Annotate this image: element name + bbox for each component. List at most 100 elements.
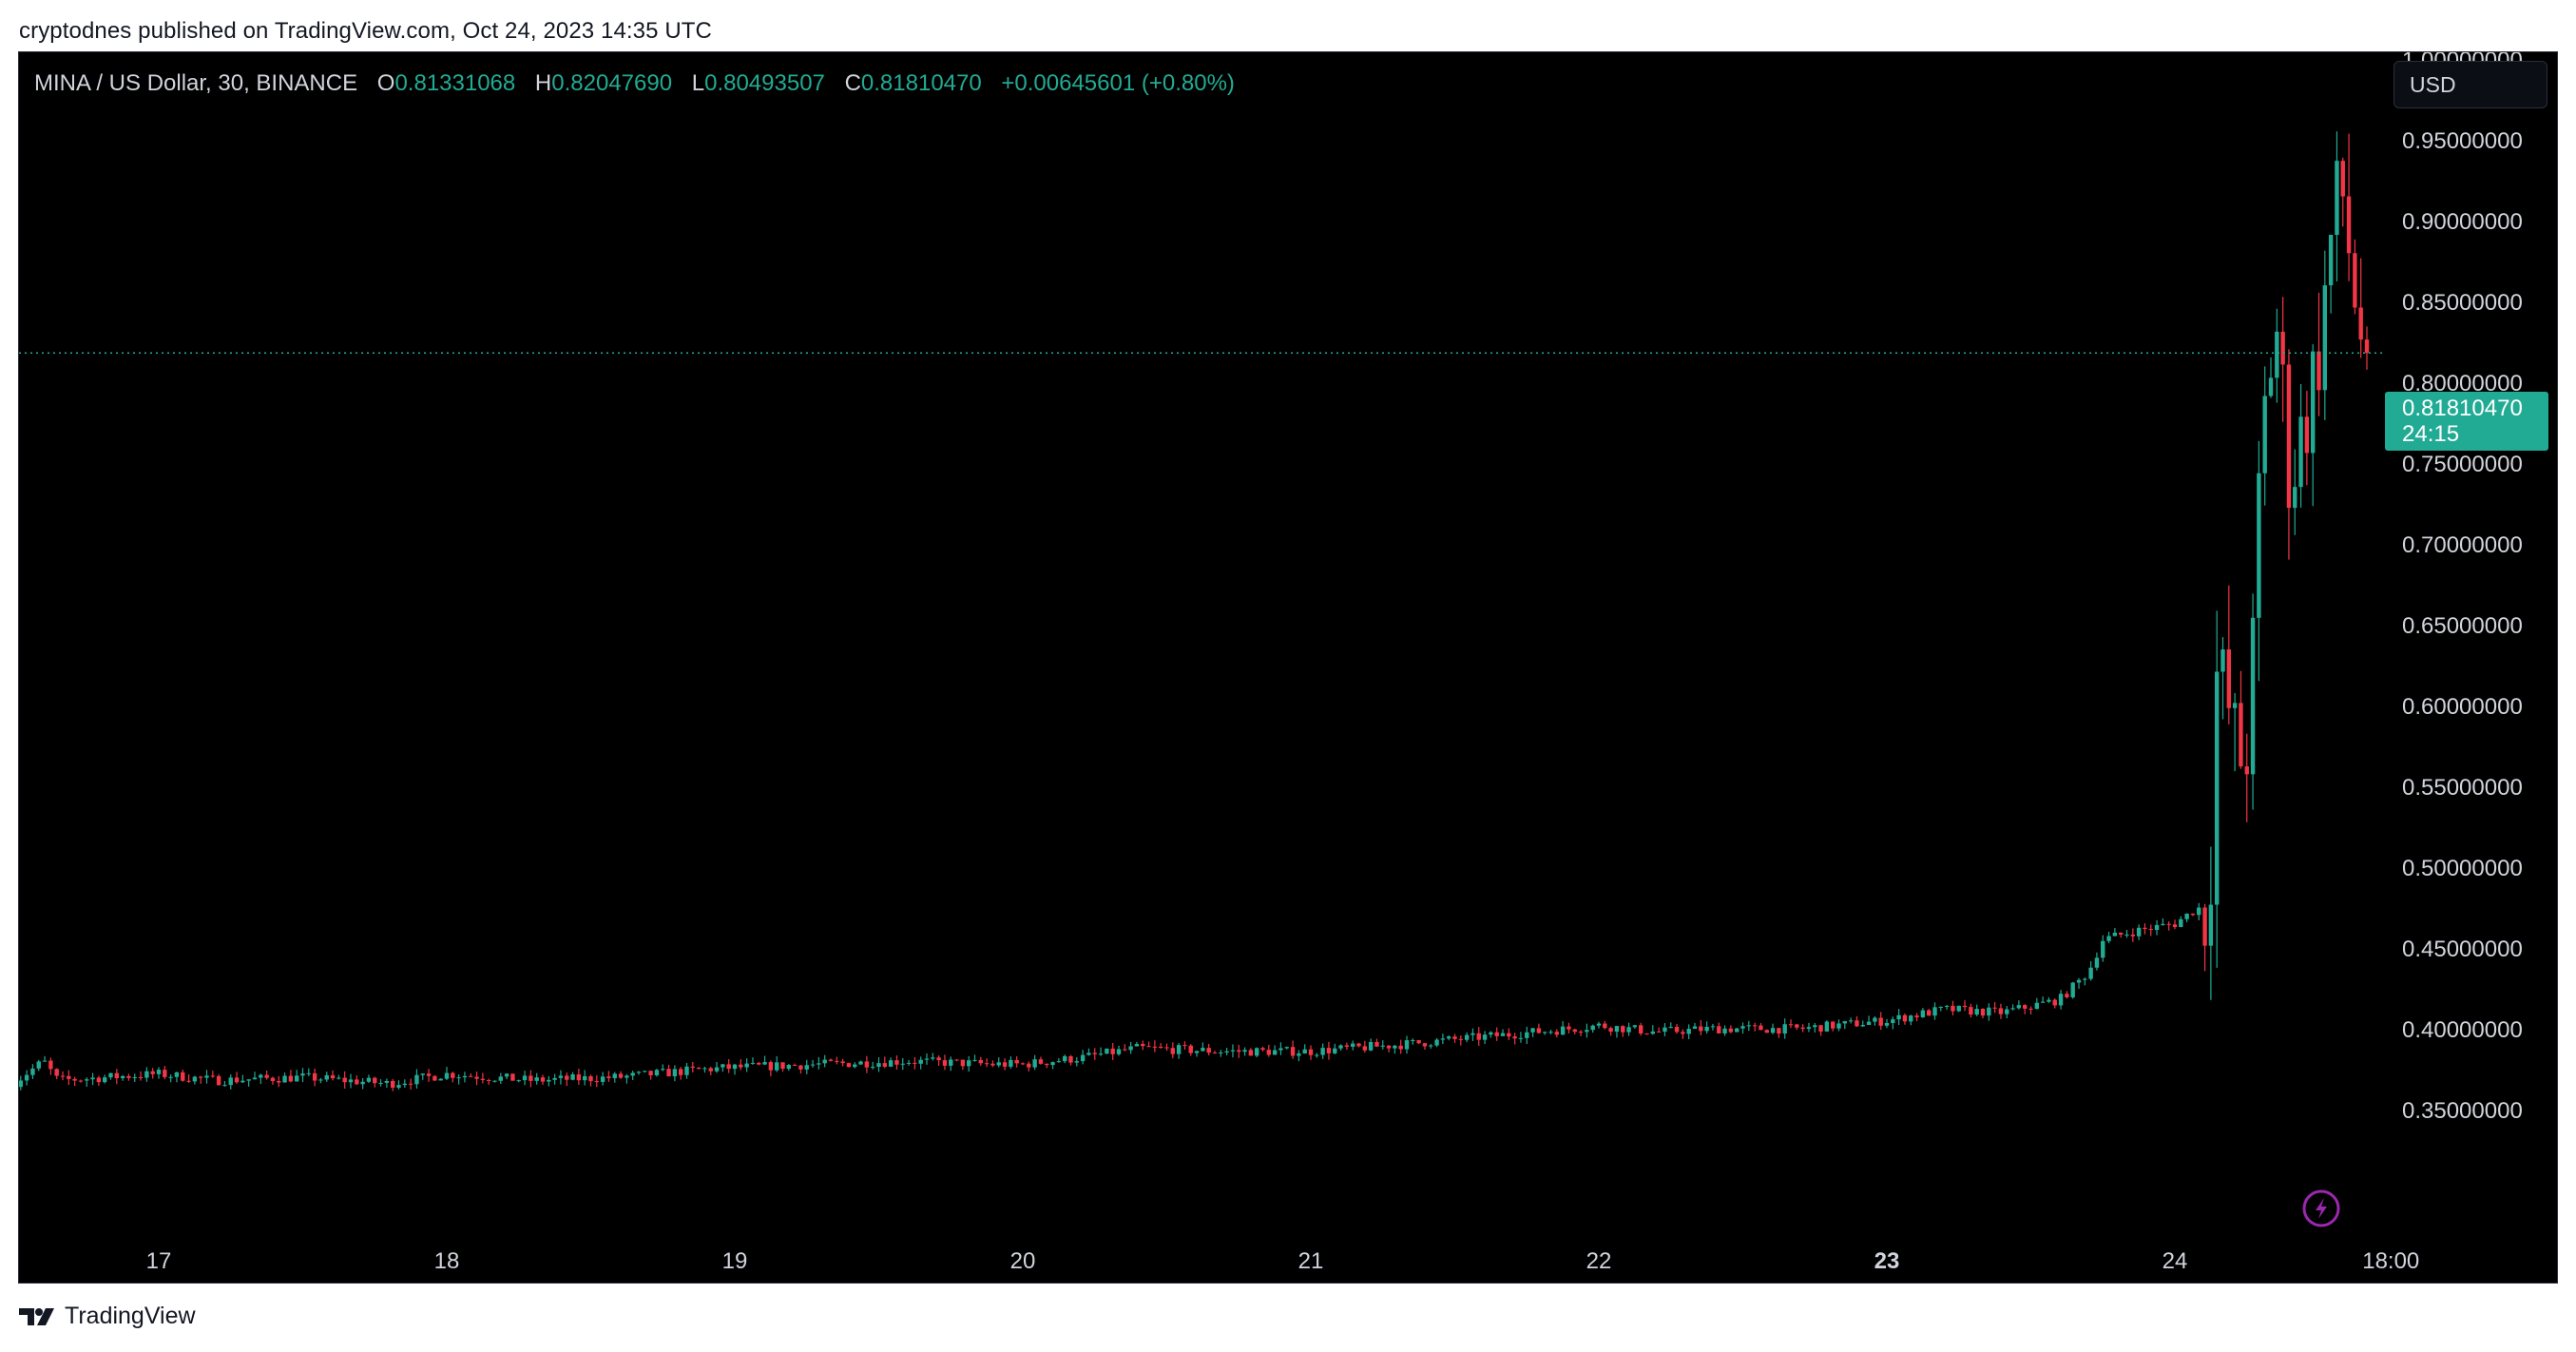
candle-body [510,1073,515,1081]
candle-body [72,1078,77,1081]
candle-body [870,1067,875,1069]
candle-body [1746,1025,1752,1027]
candle-body [2214,671,2220,905]
candle-body [444,1072,450,1079]
candle-body [643,1071,647,1072]
candle-body [2058,994,2064,1006]
candle-body [1009,1059,1013,1067]
candle-body [1020,1063,1026,1065]
candle-body [2088,967,2093,979]
candle-body [384,1080,390,1083]
candle-body [1830,1021,1836,1029]
candle-body [906,1062,912,1064]
candle-body [277,1081,281,1083]
currency-button[interactable]: USD [2393,61,2547,108]
lightning-icon[interactable] [2302,1189,2340,1227]
candle-body [2065,994,2069,997]
candle-body [474,1076,479,1079]
candle-body [1141,1044,1145,1047]
candle-body [2226,649,2232,708]
candle-body [2094,957,2100,968]
candle-body [1699,1026,1703,1032]
candle-body [1290,1047,1296,1056]
candle-body [1926,1010,1932,1016]
candle-body [1471,1033,1475,1035]
candle-body [204,1075,209,1078]
tradingview-logo[interactable]: TradingView [19,1303,196,1330]
candle-body [2166,923,2171,925]
candle-body [132,1076,137,1078]
candle-body [1254,1048,1259,1056]
candle-body [1512,1036,1517,1039]
candle-body [2220,649,2225,672]
candle-body [2106,936,2111,941]
candle-body [570,1073,575,1080]
candle-body [1717,1026,1721,1033]
candle-body [2028,1008,2033,1010]
candle-body [85,1079,89,1081]
candle-body [1842,1021,1848,1024]
candle-body [684,1066,689,1075]
candle-body [144,1071,149,1078]
candle-body [198,1076,203,1078]
candle-body [757,1062,761,1065]
candle-body [469,1075,473,1077]
publisher-note: cryptodnes published on TradingView.com,… [19,18,712,44]
candle-body [355,1079,359,1085]
candle-body [721,1064,725,1068]
candle-body [19,1080,24,1088]
candle-body [1440,1038,1446,1040]
candle-body [1866,1021,1872,1025]
candle-body [1542,1032,1548,1033]
candle-body [618,1073,624,1078]
candle-body [2232,703,2238,708]
candle-body [750,1062,756,1064]
candle-body [630,1072,635,1076]
candle-body [1987,1007,1991,1016]
x-tick-label: 18:00 [2362,1248,2419,1274]
candle-body [1674,1027,1680,1033]
candle-body [1740,1026,1745,1029]
candle-body [252,1077,258,1080]
y-tick-label: 0.50000000 [2402,856,2523,881]
candle-body [1027,1063,1031,1068]
symbol-title[interactable]: MINA / US Dollar, 30, BINANCE [34,70,358,96]
candle-body [894,1060,899,1065]
candle-body [786,1065,792,1069]
y-tick-label: 0.55000000 [2402,775,2523,801]
candle-body [792,1065,798,1067]
candle-body [282,1075,287,1083]
candle-body [606,1076,611,1079]
candle-body [216,1075,221,1086]
candle-body [846,1063,852,1068]
candle-body [348,1079,354,1083]
candle-body [1770,1028,1776,1033]
candle-body [1938,1006,1944,1008]
candle-body [1603,1023,1607,1029]
candle-body [486,1079,491,1081]
candle-body [2070,982,2075,997]
candle-body [30,1068,35,1075]
candle-body [835,1060,839,1062]
candle-body [408,1083,413,1085]
candle-body [864,1061,870,1068]
candle-body [2190,913,2196,916]
candle-body [1368,1042,1374,1051]
candle-body [433,1075,437,1081]
low-label: L [691,70,705,96]
candle-body [1476,1033,1481,1040]
candle-body [882,1063,888,1067]
candle-body [1123,1049,1127,1051]
candle-body [1956,1005,1961,1012]
x-tick-label: 24 [2163,1248,2188,1274]
candle-body [1752,1025,1758,1027]
candle-body [822,1059,827,1064]
candle-body [2112,932,2118,937]
chart-pane[interactable] [18,51,2558,1284]
candle-body [24,1074,29,1081]
candle-body [396,1085,401,1088]
candle-body [1722,1028,1727,1033]
candle-body [2268,377,2274,396]
candle-body [1393,1045,1397,1049]
candlestick-chart[interactable]: 0.35000000 0.40000000 0.45000000 0.50000000… [19,52,2557,1283]
